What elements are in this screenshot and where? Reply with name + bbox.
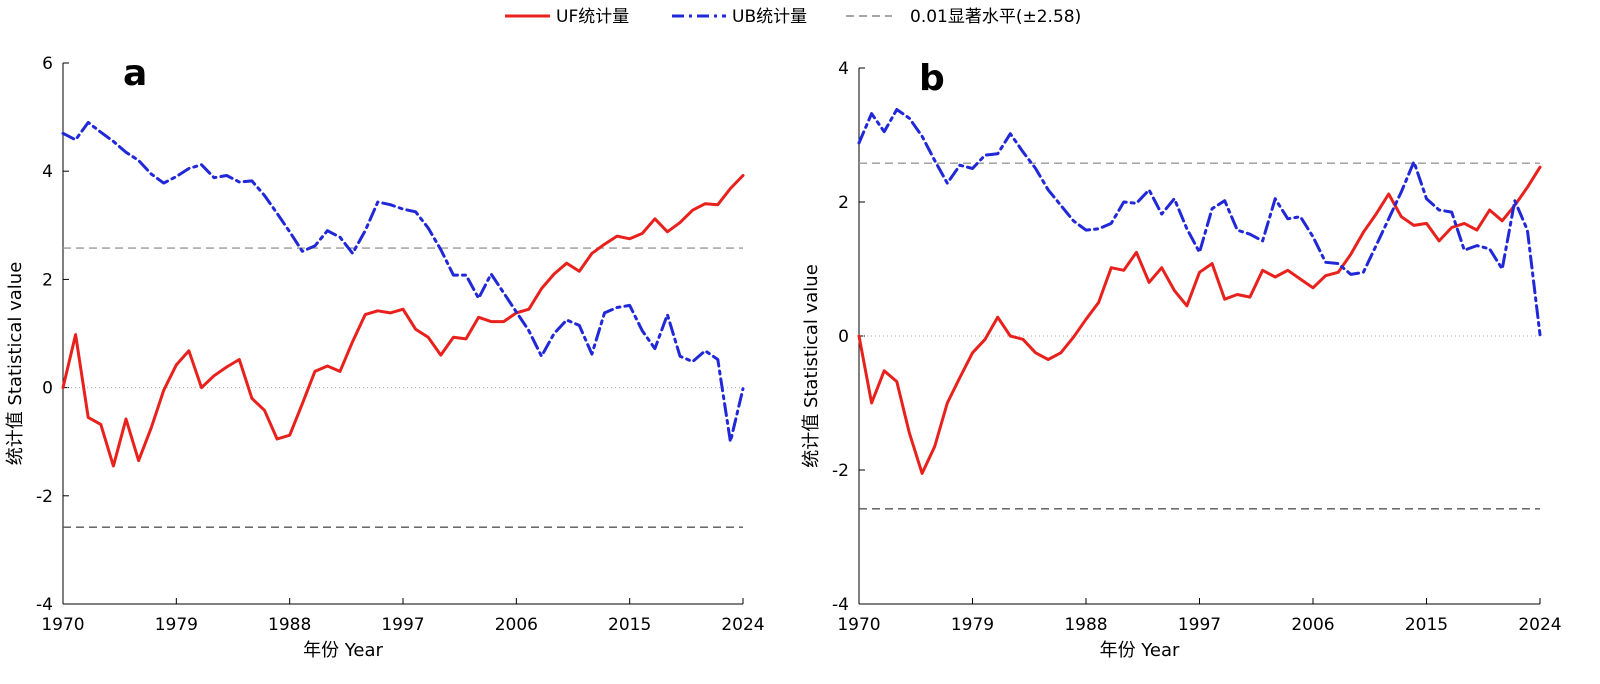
legend: UF统计量 UB统计量 0.01显著水平(±2.58) <box>505 7 1081 27</box>
x-tick-label: 1979 <box>951 615 994 635</box>
y-tick-label: 0 <box>838 327 849 347</box>
legend-label-2: UB统计量 <box>732 7 807 27</box>
x-tick-label: 2006 <box>495 615 538 635</box>
y-tick-label: 0 <box>42 379 53 399</box>
y-tick-label: 6 <box>42 54 53 74</box>
y-tick-label: 4 <box>42 162 53 182</box>
series-uf-line <box>61 174 745 468</box>
y-tick-label: 2 <box>838 193 849 213</box>
x-tick-label: 1970 <box>41 615 84 635</box>
panel-label: a <box>123 53 147 94</box>
y-tick-label: 2 <box>42 270 53 290</box>
y-axis-title: 统计值 Statistical value <box>801 264 822 468</box>
series-ub-line <box>61 121 745 444</box>
x-tick-label: 2015 <box>1405 615 1448 635</box>
legend-label-3: 0.01显著水平(±2.58) <box>910 7 1081 27</box>
series-ub-line <box>857 108 1542 337</box>
x-tick-label: 2024 <box>1518 615 1561 635</box>
x-axis-title: 年份 Year <box>303 640 383 661</box>
y-axis-title: 统计值 Statistical value <box>5 262 26 466</box>
y-tick-label: 4 <box>838 59 849 79</box>
x-tick-label: 1988 <box>268 615 311 635</box>
x-tick-label: 2015 <box>608 615 651 635</box>
x-tick-label: 2024 <box>721 615 764 635</box>
panel-label: b <box>919 58 945 99</box>
x-tick-label: 1997 <box>1178 615 1221 635</box>
series-uf-line <box>857 165 1542 475</box>
y-tick-label: -2 <box>36 487 53 507</box>
x-tick-label: 1970 <box>837 615 880 635</box>
y-tick-label: -4 <box>36 595 53 615</box>
x-tick-label: 1988 <box>1064 615 1107 635</box>
y-tick-label: -2 <box>832 461 849 481</box>
panel-a: -4 -2 0 2 4 6 1970 1979 1988 1997 2006 2015 2024 a 年份 … <box>5 53 765 661</box>
x-tick-label: 1979 <box>155 615 198 635</box>
panel-b: -4 -2 0 2 4 1970 1979 1988 1997 2006 2015 2024 b 年份 Y… <box>801 58 1562 661</box>
x-tick-label: 1997 <box>381 615 424 635</box>
legend-label-1: UF统计量 <box>556 7 629 27</box>
x-tick-label: 2006 <box>1291 615 1334 635</box>
x-axis-title: 年份 Year <box>1100 640 1180 661</box>
y-tick-label: -4 <box>832 595 849 615</box>
